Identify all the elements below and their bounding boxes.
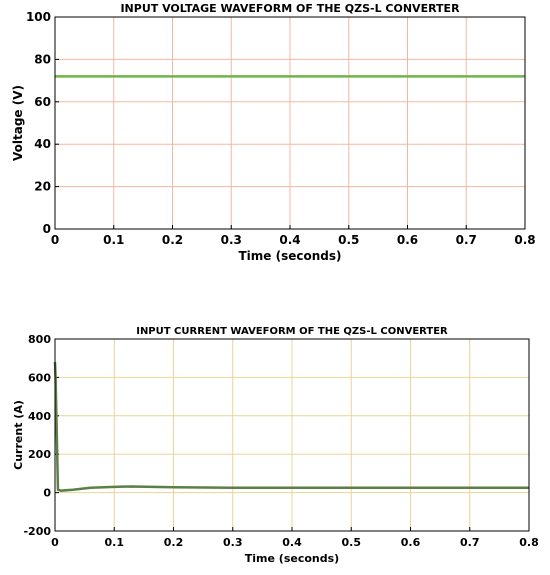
y-axis-label: Voltage (V)	[11, 85, 25, 161]
x-tick-label: 0	[51, 233, 59, 247]
chart-title: INPUT VOLTAGE WAVEFORM OF THE QZS-L CONV…	[120, 2, 460, 15]
x-axis-label: Time (seconds)	[245, 552, 339, 565]
y-tick-label: -200	[23, 525, 51, 538]
data-line	[53, 361, 529, 492]
x-tick-label: 0.3	[223, 536, 243, 549]
x-tick-label: 0.2	[162, 233, 183, 247]
y-axis-label: Current (A)	[12, 400, 25, 470]
y-tick-label: 800	[28, 333, 51, 346]
x-axis-label: Time (seconds)	[238, 249, 341, 263]
x-tick-label: 0.7	[456, 233, 477, 247]
y-tick-label: 20	[34, 180, 51, 194]
x-tick-label: 0.3	[221, 233, 242, 247]
plot-border	[54, 16, 526, 230]
y-tick-label: 0	[43, 487, 51, 500]
plot-border	[54, 338, 530, 532]
x-tick-label: 0.6	[397, 233, 418, 247]
x-tick-label: 0.7	[460, 536, 480, 549]
y-tick-label: 200	[28, 448, 51, 461]
x-tick-label: 0.4	[279, 233, 300, 247]
chart-title: INPUT CURRENT WAVEFORM OF THE QZS-L CONV…	[136, 326, 448, 337]
y-tick-label: 40	[34, 137, 51, 151]
x-tick-label: 0.1	[105, 536, 125, 549]
x-tick-label: 0	[51, 536, 59, 549]
x-tick-label: 0.8	[519, 536, 539, 549]
x-tick-label: 0.5	[342, 536, 362, 549]
x-tick-label: 0.8	[514, 233, 535, 247]
y-tick-label: 400	[28, 410, 51, 423]
x-tick-label: 0.2	[164, 536, 184, 549]
y-tick-label: 0	[43, 222, 51, 236]
x-tick-label: 0.1	[103, 233, 124, 247]
y-tick-label: 60	[34, 95, 51, 109]
x-tick-label: 0.6	[401, 536, 421, 549]
y-tick-label: 100	[26, 10, 51, 24]
y-tick-label: 600	[28, 371, 51, 384]
x-tick-label: 0.5	[338, 233, 359, 247]
y-tick-label: 80	[34, 52, 51, 66]
x-tick-label: 0.4	[282, 536, 302, 549]
